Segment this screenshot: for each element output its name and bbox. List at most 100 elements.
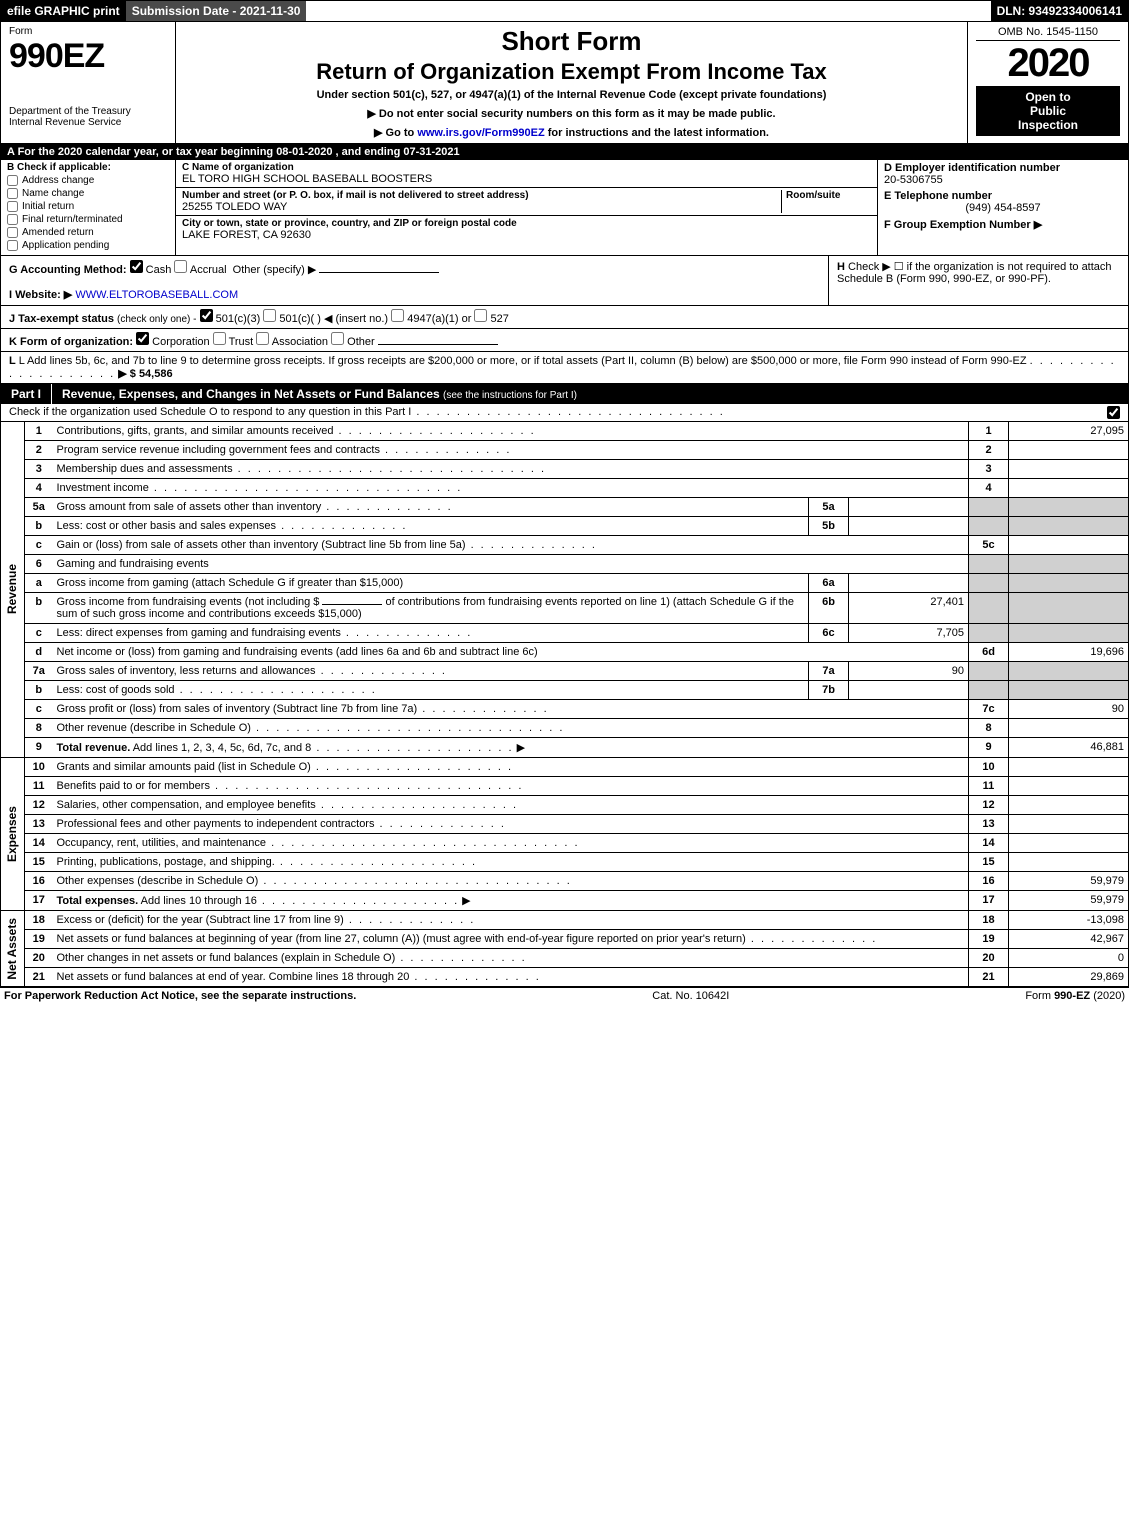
chk-4947[interactable] [391, 309, 404, 322]
chk-501c[interactable] [263, 309, 276, 322]
section-def: D Employer identification number 20-5306… [878, 160, 1128, 256]
cat-no: Cat. No. 10642I [652, 990, 729, 1002]
lbl-accrual: Accrual [190, 264, 227, 276]
l6a-desc: Gross income from gaming (attach Schedul… [57, 577, 404, 589]
website-link[interactable]: WWW.ELTOROBASEBALL.COM [75, 289, 238, 301]
lbl-association: Association [272, 336, 328, 348]
lbl-initial-return: Initial return [22, 201, 74, 212]
lbl-other-org: Other [347, 336, 375, 348]
l1-lnum: 1 [969, 422, 1009, 441]
chk-address-change[interactable] [7, 175, 18, 186]
line-6a: a Gross income from gaming (attach Sched… [1, 574, 1129, 593]
l9-val: 46,881 [1009, 738, 1129, 758]
group-exemption-label: F Group Exemption Number ▶ [884, 218, 1122, 231]
line-20: 20 Other changes in net assets or fund b… [1, 949, 1129, 968]
short-form-title: Short Form [184, 26, 959, 57]
chk-corporation[interactable] [136, 332, 149, 345]
l20-desc: Other changes in net assets or fund bala… [57, 952, 396, 964]
lbl-corporation: Corporation [152, 336, 209, 348]
line-16: 16 Other expenses (describe in Schedule … [1, 872, 1129, 891]
k-label: K Form of organization: [9, 336, 133, 348]
l4-desc: Investment income [57, 482, 149, 494]
l16-val: 59,979 [1009, 872, 1129, 891]
city-label: City or town, state or province, country… [182, 218, 871, 229]
dept-treasury: Department of the Treasury [9, 106, 167, 117]
chk-501c3[interactable] [200, 309, 213, 322]
l7b-desc: Less: cost of goods sold [57, 684, 175, 696]
chk-accrual[interactable] [174, 260, 187, 273]
page-footer: For Paperwork Reduction Act Notice, see … [0, 987, 1129, 1004]
other-method-line [319, 272, 439, 273]
chk-association[interactable] [256, 332, 269, 345]
part1-tag: Part I [1, 384, 52, 404]
l10-desc: Grants and similar amounts paid (list in… [57, 761, 311, 773]
title-cell: Short Form Return of Organization Exempt… [176, 22, 968, 144]
l8-desc: Other revenue (describe in Schedule O) [57, 722, 251, 734]
top-bar-spacer [306, 1, 990, 21]
line-1: Revenue 1 Contributions, gifts, grants, … [1, 422, 1129, 441]
line-11: 11 Benefits paid to or for members 11 [1, 777, 1129, 796]
chk-application-pending[interactable] [7, 240, 18, 251]
line-12: 12 Salaries, other compensation, and emp… [1, 796, 1129, 815]
l14-desc: Occupancy, rent, utilities, and maintena… [57, 837, 267, 849]
lbl-trust: Trust [229, 336, 254, 348]
part1-table: Revenue 1 Contributions, gifts, grants, … [0, 422, 1129, 987]
irs-link[interactable]: www.irs.gov/Form990EZ [417, 127, 544, 139]
return-title: Return of Organization Exempt From Incom… [184, 59, 959, 85]
section-l: L L Add lines 5b, 6c, and 7b to line 9 t… [0, 352, 1129, 384]
revenue-sidebar: Revenue [1, 422, 25, 758]
efile-label: efile GRAPHIC print [1, 1, 126, 21]
goto-line: ▶ Go to www.irs.gov/Form990EZ for instru… [184, 126, 959, 139]
submission-date: Submission Date - 2021-11-30 [126, 1, 307, 21]
part1-chk-text: Check if the organization used Schedule … [9, 406, 411, 418]
line-2: 2 Program service revenue including gove… [1, 441, 1129, 460]
section-j: J Tax-exempt status (check only one) - 5… [0, 306, 1129, 329]
org-name-label: C Name of organization [182, 162, 871, 173]
l1-desc: Contributions, gifts, grants, and simila… [57, 425, 334, 437]
lbl-other-method: Other (specify) ▶ [233, 264, 317, 276]
chk-schedule-o[interactable] [1107, 406, 1120, 419]
lbl-501c: 501(c)( ) ◀ (insert no.) [279, 313, 388, 325]
l6b-val: 27,401 [849, 593, 969, 624]
line-13: 13 Professional fees and other payments … [1, 815, 1129, 834]
expenses-sidebar: Expenses [1, 758, 25, 911]
subtitle: Under section 501(c), 527, or 4947(a)(1)… [184, 89, 959, 101]
l2-desc: Program service revenue including govern… [57, 444, 380, 456]
l11-desc: Benefits paid to or for members [57, 780, 210, 792]
line-5a: 5a Gross amount from sale of assets othe… [1, 498, 1129, 517]
top-bar: efile GRAPHIC print Submission Date - 20… [0, 0, 1129, 22]
lbl-501c3: 501(c)(3) [216, 313, 261, 325]
street-value: 25255 TOLEDO WAY [182, 201, 781, 213]
l-amount: ▶ $ 54,586 [118, 368, 172, 380]
org-name-value: EL TORO HIGH SCHOOL BASEBALL BOOSTERS [182, 173, 871, 185]
section-b: B Check if applicable: Address change Na… [1, 160, 176, 256]
chk-amended-return[interactable] [7, 227, 18, 238]
l13-desc: Professional fees and other payments to … [57, 818, 375, 830]
l6c-desc: Less: direct expenses from gaming and fu… [57, 627, 341, 639]
l6-desc: Gaming and fundraising events [53, 555, 969, 574]
chk-name-change[interactable] [7, 188, 18, 199]
section-g: G Accounting Method: Cash Accrual Other … [1, 256, 828, 305]
chk-other-org[interactable] [331, 332, 344, 345]
l19-val: 42,967 [1009, 930, 1129, 949]
l6c-val: 7,705 [849, 624, 969, 643]
chk-final-return[interactable] [7, 214, 18, 225]
section-b-label: B Check if applicable: [7, 162, 169, 173]
lbl-name-change: Name change [22, 188, 84, 199]
chk-initial-return[interactable] [7, 201, 18, 212]
chk-cash[interactable] [130, 260, 143, 273]
l12-desc: Salaries, other compensation, and employ… [57, 799, 316, 811]
chk-527[interactable] [474, 309, 487, 322]
ein-label: D Employer identification number [884, 162, 1122, 174]
line-14: 14 Occupancy, rent, utilities, and maint… [1, 834, 1129, 853]
form-number: 990EZ [9, 37, 167, 76]
line-9: 9 Total revenue. Add lines 1, 2, 3, 4, 5… [1, 738, 1129, 758]
chk-trust[interactable] [213, 332, 226, 345]
l17-val: 59,979 [1009, 891, 1129, 911]
l5b-desc: Less: cost or other basis and sales expe… [57, 520, 277, 532]
line-15: 15 Printing, publications, postage, and … [1, 853, 1129, 872]
l18-desc: Excess or (deficit) for the year (Subtra… [57, 914, 344, 926]
l-text: L Add lines 5b, 6c, and 7b to line 9 to … [19, 355, 1027, 367]
line-7a: 7a Gross sales of inventory, less return… [1, 662, 1129, 681]
l3-desc: Membership dues and assessments [57, 463, 233, 475]
